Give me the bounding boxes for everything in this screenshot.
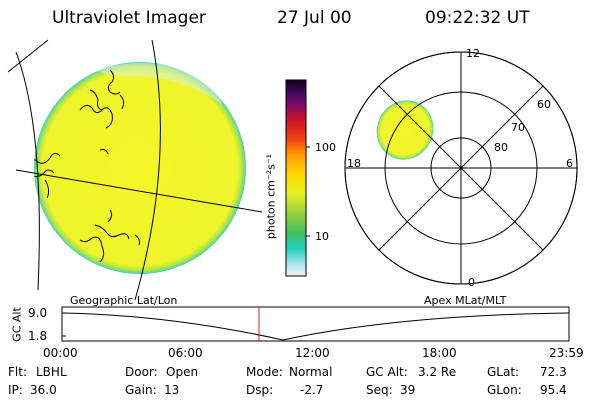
timeline-x-tick-0: 00:00: [43, 346, 78, 360]
lat-label-60: 60: [537, 98, 551, 111]
status-gcalt-value: 3.2 Re: [418, 365, 457, 379]
instrument-title: Ultraviolet Imager: [52, 8, 206, 28]
status-mode-key: Mode:: [246, 365, 283, 379]
status-door-value: Open: [166, 365, 199, 379]
status-glat-value: 72.3: [540, 365, 567, 379]
status-flt-value: LBHL: [36, 365, 67, 379]
status-gain-value: 13: [164, 383, 180, 397]
status-gain-key: Gain:: [125, 383, 157, 397]
earth-grid-lines: [7, 39, 263, 301]
status-dsp-value: -2.7: [300, 383, 324, 397]
timeline-x-tick-4: 23:59: [549, 346, 584, 360]
status-glat-key: GLat:: [487, 365, 520, 379]
status-ip-value: 36.0: [30, 383, 57, 397]
status-flt-key: Flt:: [8, 365, 27, 379]
time-label: 09:22:32 UT: [425, 8, 530, 28]
earth-image: [34, 62, 246, 274]
mlt-label-0: 0: [468, 276, 475, 289]
mlt-label-18: 18: [347, 157, 361, 170]
colorbar-unit-label: photon cm⁻²s⁻¹: [264, 153, 278, 240]
lat-label-70: 70: [511, 121, 525, 134]
status-seq-key: Seq:: [366, 383, 393, 397]
mlt-label-12: 12: [466, 47, 480, 60]
status-door-key: Door:: [125, 365, 158, 379]
timeline-left-title: Geographic Lat/Lon: [70, 294, 178, 307]
auroral-oval: [376, 100, 434, 160]
timeline-y-tick-top: 9.0: [28, 306, 48, 320]
timeline-x-tick-2: 12:00: [295, 346, 330, 360]
status-seq-value: 39: [400, 383, 416, 397]
status-gcalt-key: GC Alt:: [366, 365, 408, 379]
date-label: 27 Jul 00: [277, 8, 352, 28]
status-ip-key: IP:: [8, 383, 23, 397]
colorbar-tick-100: 100: [315, 141, 336, 154]
altitude-curve: [61, 312, 570, 341]
status-dsp-key: Dsp:: [246, 383, 274, 397]
timeline-y-axis-label: GC Alt: [10, 307, 24, 342]
colorbar-tick-10: 10: [315, 230, 329, 243]
timeline-x-tick-3: 18:00: [422, 346, 457, 360]
timeline-x-tick-1: 06:00: [168, 346, 203, 360]
timeline-y-tick-bottom: 1.8: [28, 329, 48, 343]
polar-plot: [344, 51, 578, 285]
mlt-label-6: 6: [566, 157, 573, 170]
timeline-plot: [61, 306, 570, 342]
lat-label-80: 80: [494, 141, 508, 154]
status-glon-value: 95.4: [540, 383, 567, 397]
status-mode-value: Normal: [289, 365, 333, 379]
timeline-right-title: Apex MLat/MLT: [424, 294, 507, 307]
color-scale-bar: [285, 79, 310, 277]
status-glon-key: GLon:: [487, 383, 522, 397]
